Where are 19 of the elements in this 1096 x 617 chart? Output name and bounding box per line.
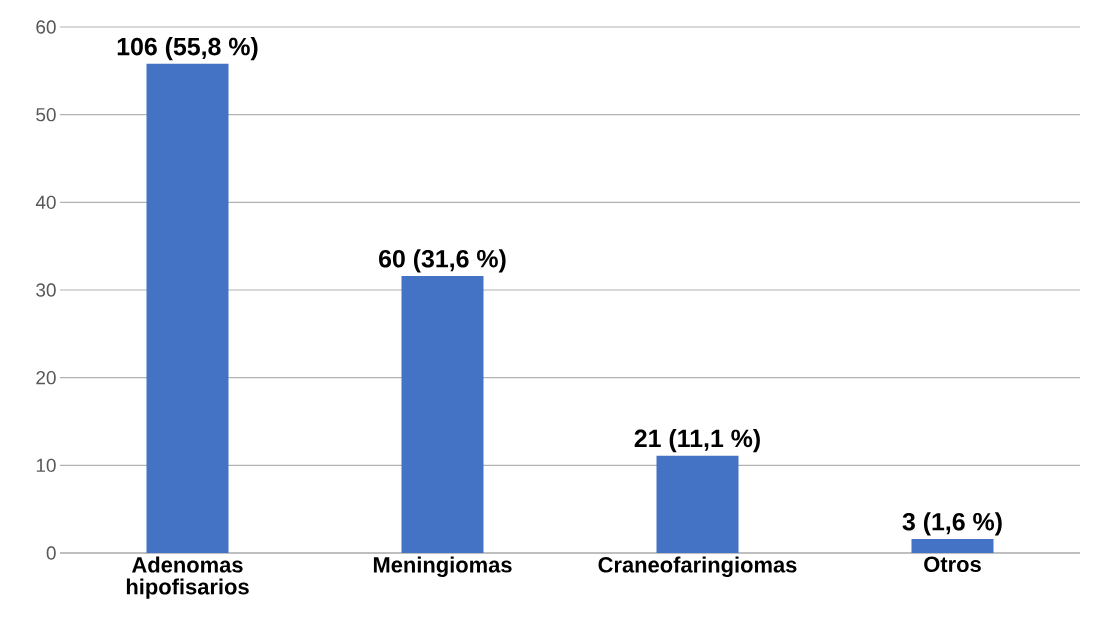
x-tick-label: Meningiomas [373, 556, 512, 578]
data-label: 21 (11,1 %) [634, 428, 760, 453]
x-tick-label: Craneofaringiomas [598, 556, 797, 578]
y-tick-label: 30 [36, 283, 56, 297]
y-tick-label: 20 [36, 370, 56, 385]
data-label: 3 (1,6 %) [902, 512, 1002, 536]
y-tick-label: 40 [35, 195, 56, 210]
x-tick-label: Otros [924, 556, 981, 573]
bar [911, 538, 994, 553]
bar [401, 275, 484, 553]
bar [656, 455, 739, 553]
y-tick-label: 60 [36, 20, 56, 34]
bar [146, 63, 229, 553]
data-label: 60 (31,6 %) [379, 249, 506, 273]
data-label: 106 (55,8 %) [117, 37, 258, 61]
y-tick-label: 0 [46, 546, 56, 560]
y-tick-label: 10 [36, 458, 56, 473]
x-tick-label: Adenomas hipofisarios [126, 556, 249, 599]
y-tick-label: 50 [36, 107, 56, 122]
